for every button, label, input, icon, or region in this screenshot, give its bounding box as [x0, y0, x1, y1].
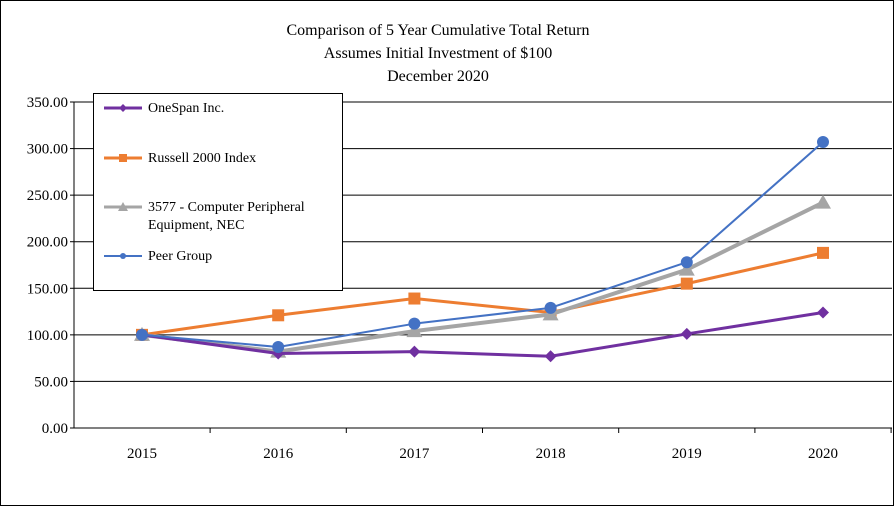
- point-3577-computer-peripheral-equipment-nec: [406, 323, 423, 338]
- point-peer-group: [272, 340, 285, 353]
- x-tick-label: 2015: [127, 446, 157, 462]
- point-onespan-inc: [408, 345, 421, 358]
- y-tick-label: 300.00: [27, 142, 68, 158]
- chart-title: Comparison of 5 Year Cumulative Total Re…: [286, 22, 590, 39]
- chart-titles: Comparison of 5 Year Cumulative Total Re…: [0, 19, 876, 88]
- point-russell-2000-index: [680, 277, 693, 290]
- point-peer-group: [544, 301, 557, 314]
- y-tick-label: 0.00: [42, 421, 68, 437]
- point-3577-computer-peripheral-equipment-nec: [815, 194, 831, 209]
- legend-item-sic3577: 3577 - Computer Peripheral Equipment, NE…: [102, 199, 340, 235]
- legend-item-onespan: OneSpan Inc.: [102, 100, 340, 118]
- chart-subtitle-2: December 2020: [387, 68, 489, 85]
- x-tick-label: 2020: [808, 446, 838, 462]
- y-tick-label: 50.00: [34, 374, 68, 390]
- x-tick-label: 2019: [672, 446, 702, 462]
- legend-label-onespan: OneSpan Inc.: [148, 101, 225, 116]
- point-peer-group: [817, 136, 829, 149]
- legend-swatch-russell: [104, 154, 142, 162]
- series-line-peer-group: [141, 141, 824, 348]
- point-onespan-inc: [817, 306, 829, 319]
- point-russell-2000-index: [817, 246, 829, 259]
- series-lines: [134, 136, 831, 363]
- legend-label-russell: Russell 2000 Index: [148, 151, 257, 166]
- legend-item-peer: Peer Group: [102, 248, 340, 266]
- axes: 0.00 50.00 100.00 150.00 200.00 250.00 300.00 3…: [27, 95, 892, 462]
- series-line-3577-computer-peripheral-equipment-nec: [141, 200, 824, 354]
- x-tick-label: 2016: [263, 446, 294, 462]
- y-tick-label: 250.00: [27, 188, 68, 204]
- y-tick-label: 350.00: [27, 95, 68, 111]
- legend-label-sic3577: 3577 - Computer Peripheral Equipment, NE…: [148, 200, 305, 233]
- point-russell-2000-index: [408, 292, 421, 305]
- y-tick-label: 100.00: [27, 328, 68, 344]
- point-peer-group: [680, 256, 693, 269]
- point-onespan-inc: [544, 350, 557, 363]
- legend-swatch-peer: [104, 253, 142, 259]
- legend: OneSpan Inc. Russell 2000 Index 3577 - C…: [93, 93, 343, 291]
- legend-item-russell: Russell 2000 Index: [102, 150, 340, 168]
- x-tick-label: 2017: [399, 446, 430, 462]
- y-tick-label: 150.00: [27, 281, 68, 297]
- legend-swatch-sic3577: [104, 202, 142, 211]
- legend-swatch-onespan: [104, 104, 142, 112]
- series-line-onespan-inc: [141, 311, 824, 358]
- series-line-russell-2000-index: [141, 251, 824, 337]
- point-russell-2000-index: [272, 309, 285, 322]
- legend-label-peer: Peer Group: [148, 249, 213, 264]
- point-peer-group: [136, 328, 148, 341]
- point-3577-computer-peripheral-equipment-nec: [678, 261, 695, 276]
- point-onespan-inc: [680, 327, 693, 340]
- point-peer-group: [408, 317, 421, 330]
- x-tick-label: 2018: [536, 446, 566, 462]
- y-tick-label: 200.00: [27, 235, 68, 251]
- chart-subtitle-1: Assumes Initial Investment of $100: [323, 45, 553, 62]
